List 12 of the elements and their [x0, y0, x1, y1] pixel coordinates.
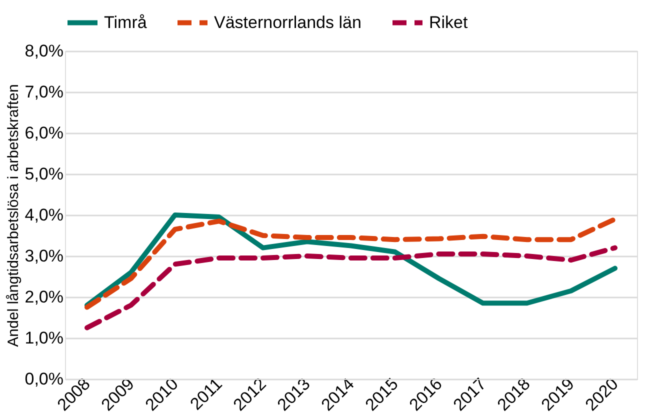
y-tick-label: 4,0%: [24, 206, 64, 224]
legend-label: Riket: [429, 12, 468, 32]
legend-label: Västernorrlands län: [214, 12, 362, 32]
y-tick-label: 7,0%: [24, 82, 64, 102]
y-tick-label: 6,0%: [24, 124, 64, 142]
y-tick-label: 8,0%: [24, 42, 64, 60]
y-tick-label: 5,0%: [24, 164, 64, 184]
y-tick-label: 1,0%: [24, 328, 64, 348]
y-tick-label: 2,0%: [24, 288, 64, 306]
y-axis-title: Andel långtidsarbetslösa i arbetskraften: [4, 84, 22, 347]
y-tick-label: 3,0%: [24, 246, 64, 266]
legend-label: Timrå: [104, 12, 148, 32]
